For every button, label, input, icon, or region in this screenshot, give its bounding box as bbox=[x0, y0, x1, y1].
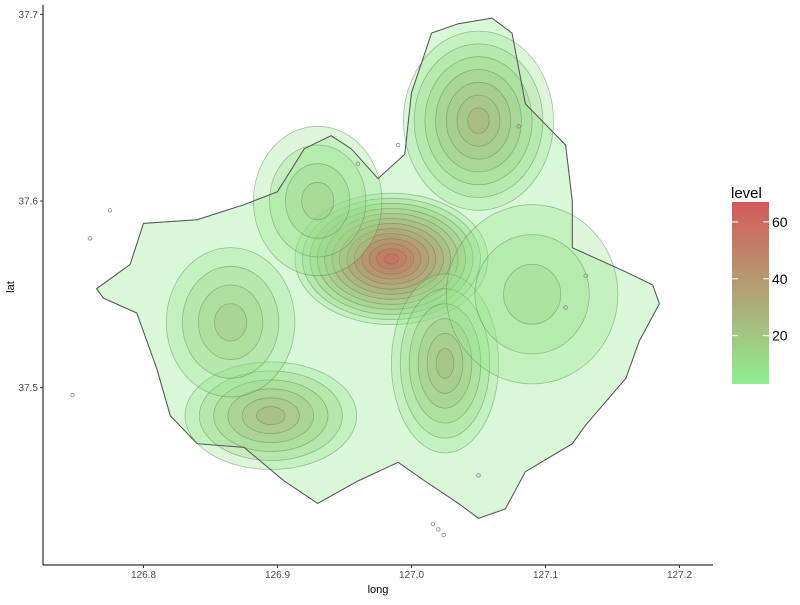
x-axis-title: long bbox=[368, 584, 389, 596]
x-tick-label: 126.8 bbox=[131, 570, 156, 581]
city-boundary-outline bbox=[95, 17, 660, 519]
density-contour-peak-2 bbox=[435, 69, 522, 173]
y-axis-title: lat bbox=[5, 281, 17, 293]
x-tick-label: 127.1 bbox=[533, 570, 558, 581]
density-contour-peak-5 bbox=[198, 284, 264, 360]
legend-title: level bbox=[731, 185, 762, 202]
city-boundary-fill bbox=[96, 18, 660, 519]
legend-tick-label: 60 bbox=[772, 214, 788, 230]
data-point bbox=[107, 208, 113, 213]
density-contour-peak-4 bbox=[417, 318, 473, 409]
data-point bbox=[563, 305, 568, 310]
density-contour-peak-2 bbox=[445, 81, 512, 160]
y-tick-label: 37.7 bbox=[19, 10, 39, 21]
data-point bbox=[70, 392, 75, 398]
data-point bbox=[395, 142, 401, 148]
density-contour-peak-1 bbox=[383, 253, 400, 265]
data-point bbox=[516, 124, 521, 129]
legend-tick-label: 40 bbox=[772, 271, 788, 287]
density-contour-peak-1 bbox=[361, 238, 422, 280]
density-contour-peak-1 bbox=[316, 207, 467, 310]
density-contour-peak-4 bbox=[435, 348, 455, 379]
density-contour-peak-3 bbox=[213, 379, 329, 452]
density-contour-peak-6 bbox=[285, 163, 351, 239]
data-point bbox=[583, 273, 588, 278]
density-contour-peak-1 bbox=[309, 202, 474, 315]
density-contour-peak-1 bbox=[331, 218, 452, 300]
data-point bbox=[430, 521, 436, 527]
density-contour-peak-1 bbox=[301, 197, 481, 320]
density-contour-peak-1 bbox=[294, 192, 489, 325]
density-contour-peak-2 bbox=[403, 30, 554, 211]
data-point bbox=[476, 473, 481, 478]
density-contour-peak-2 bbox=[424, 56, 533, 186]
density-contour-peak-1 bbox=[353, 233, 429, 285]
density-contour-peak-2 bbox=[467, 107, 490, 134]
density-contour-peak-7 bbox=[445, 204, 619, 385]
density-contour-peak-7 bbox=[474, 234, 590, 355]
density-contour-peak-4 bbox=[390, 273, 499, 454]
x-tick-label: 127.2 bbox=[667, 570, 692, 581]
data-point bbox=[441, 532, 446, 538]
legend-tick-label: 20 bbox=[772, 328, 788, 344]
density-contour-peak-2 bbox=[456, 94, 501, 147]
density-contour-peak-1 bbox=[324, 212, 459, 305]
density-contour-peak-4 bbox=[399, 288, 491, 439]
data-point bbox=[87, 236, 93, 241]
density-contour-peak-1 bbox=[346, 228, 437, 290]
density-contour-peak-3 bbox=[241, 397, 300, 435]
density-contour-peak-1 bbox=[376, 248, 407, 270]
density-contour-peak-3 bbox=[227, 388, 315, 444]
density-contour-peak-5 bbox=[182, 265, 280, 379]
y-tick-label: 37.6 bbox=[19, 197, 39, 208]
x-tick-label: 127.0 bbox=[399, 570, 424, 581]
density-contour-peak-5 bbox=[214, 303, 248, 342]
density-contour-peak-4 bbox=[408, 303, 482, 424]
density-contour-peak-7 bbox=[503, 263, 562, 325]
data-point bbox=[355, 161, 361, 166]
density-contour-peak-3 bbox=[198, 370, 343, 461]
density-contour-peak-4 bbox=[426, 333, 464, 394]
density-contour-peak-5 bbox=[165, 247, 296, 398]
density-contour-peak-3 bbox=[256, 406, 286, 426]
density-contour-peak-2 bbox=[413, 43, 544, 198]
density-contour-peak-6 bbox=[269, 144, 367, 258]
data-point bbox=[436, 527, 441, 532]
legend-colorbar bbox=[732, 202, 769, 384]
density-contour-peak-6 bbox=[301, 181, 335, 221]
x-tick-label: 126.9 bbox=[265, 570, 290, 581]
density-contour-peak-1 bbox=[368, 243, 415, 275]
density-contour-peak-1 bbox=[338, 223, 444, 295]
y-tick-label: 37.5 bbox=[19, 383, 39, 394]
